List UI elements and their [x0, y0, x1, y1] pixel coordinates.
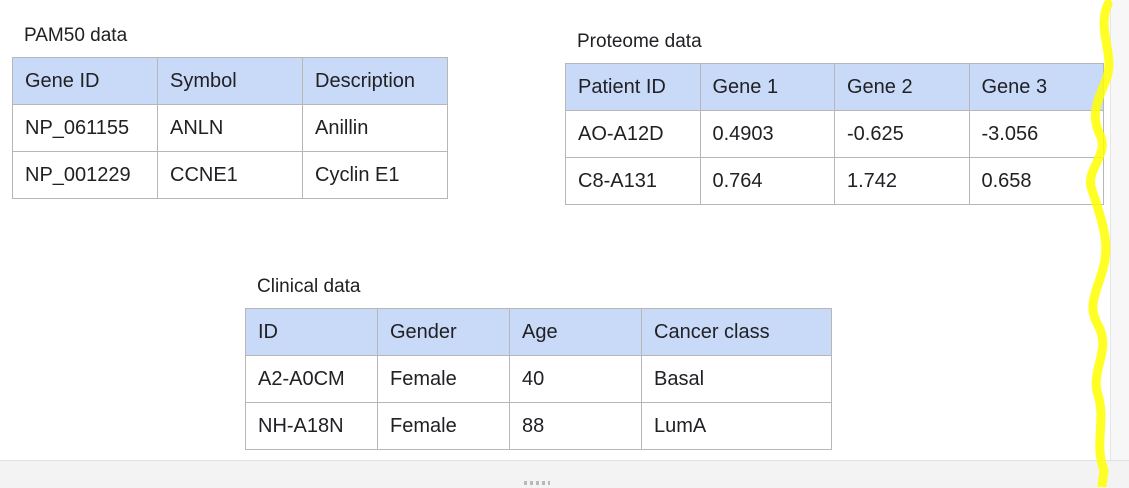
table-cell[interactable]: CCNE1: [157, 151, 303, 199]
table-header-cell[interactable]: ID: [245, 308, 378, 356]
table-cell[interactable]: A2-A0CM: [245, 355, 378, 403]
highlighter-squiggle: [1086, 0, 1114, 487]
table-header-cell[interactable]: Cancer class: [641, 308, 832, 356]
highlighter-stroke: [1086, 0, 1114, 487]
table-cell[interactable]: NP_001229: [12, 151, 158, 199]
table-header-row: Patient ID Gene 1 Gene 2 Gene 3: [565, 63, 1104, 111]
clinical-section: Clinical data ID Gender Age Cancer class…: [245, 275, 832, 450]
table-cell[interactable]: NP_061155: [12, 104, 158, 152]
pam50-table: Gene ID Symbol Description NP_061155 ANL…: [12, 57, 448, 199]
pam50-title: PAM50 data: [24, 25, 128, 46]
table-header-row: Gene ID Symbol Description: [12, 57, 448, 105]
table-header-cell[interactable]: Gene 3: [968, 63, 1104, 111]
table-header-cell[interactable]: Patient ID: [565, 63, 701, 111]
table-row: NP_061155 ANLN Anillin: [12, 104, 448, 152]
table-header-cell[interactable]: Gene 1: [699, 63, 835, 111]
table-header-cell[interactable]: Gene ID: [12, 57, 158, 105]
proteome-title: Proteome data: [577, 31, 702, 52]
table-row: C8-A131 0.764 1.742 0.658: [565, 157, 1104, 205]
table-header-cell[interactable]: Gene 2: [834, 63, 970, 111]
table-cell[interactable]: Female: [377, 355, 510, 403]
table-cell[interactable]: C8-A131: [565, 157, 701, 205]
table-cell[interactable]: Anillin: [302, 104, 448, 152]
table-row: AO-A12D 0.4903 -0.625 -3.056: [565, 110, 1104, 158]
table-cell[interactable]: ANLN: [157, 104, 303, 152]
clinical-table: ID Gender Age Cancer class A2-A0CM Femal…: [245, 308, 832, 450]
table-cell[interactable]: 0.658: [968, 157, 1104, 205]
table-cell[interactable]: 40: [509, 355, 642, 403]
table-cell[interactable]: 0.4903: [699, 110, 835, 158]
table-header-cell[interactable]: Description: [302, 57, 448, 105]
table-cell[interactable]: 1.742: [834, 157, 970, 205]
pam50-section: PAM50 data Gene ID Symbol Description NP…: [12, 24, 448, 199]
table-row: NP_001229 CCNE1 Cyclin E1: [12, 151, 448, 199]
table-header-cell[interactable]: Age: [509, 308, 642, 356]
table-cell[interactable]: LumA: [641, 402, 832, 450]
table-cell[interactable]: 88: [509, 402, 642, 450]
table-cell[interactable]: NH-A18N: [245, 402, 378, 450]
table-cell[interactable]: Female: [377, 402, 510, 450]
table-header-cell[interactable]: Gender: [377, 308, 510, 356]
table-row: NH-A18N Female 88 LumA: [245, 402, 832, 450]
table-cell[interactable]: 0.764: [699, 157, 835, 205]
table-cell[interactable]: Basal: [641, 355, 832, 403]
table-row: A2-A0CM Female 40 Basal: [245, 355, 832, 403]
proteome-table: Patient ID Gene 1 Gene 2 Gene 3 AO-A12D …: [565, 63, 1104, 205]
bottom-toolbar-strip: [0, 460, 1129, 488]
table-header-cell[interactable]: Symbol: [157, 57, 303, 105]
resize-grip-icon[interactable]: [524, 481, 550, 485]
clinical-title: Clinical data: [257, 276, 361, 297]
table-header-row: ID Gender Age Cancer class: [245, 308, 832, 356]
table-cell[interactable]: -0.625: [834, 110, 970, 158]
table-cell[interactable]: AO-A12D: [565, 110, 701, 158]
proteome-section: Proteome data Patient ID Gene 1 Gene 2 G…: [565, 30, 1104, 205]
page-right-margin: [1110, 0, 1129, 460]
table-cell[interactable]: Cyclin E1: [302, 151, 448, 199]
